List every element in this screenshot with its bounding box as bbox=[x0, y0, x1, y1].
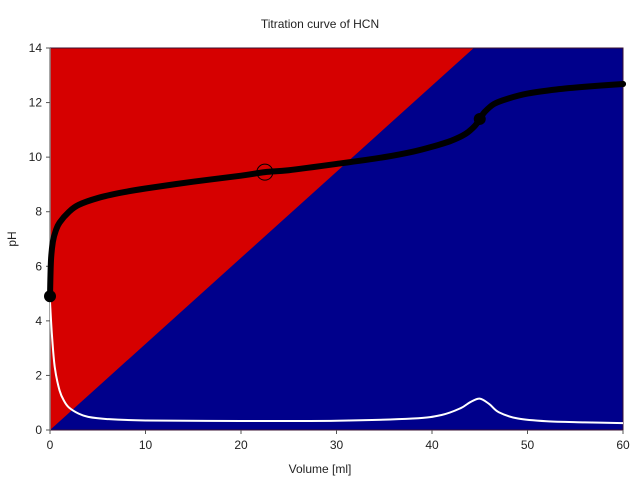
x-tick-label: 20 bbox=[234, 438, 248, 452]
x-tick-label: 50 bbox=[521, 438, 535, 452]
x-axis-label: Volume [ml] bbox=[288, 462, 352, 476]
x-tick-label: 10 bbox=[139, 438, 153, 452]
equivalence-point-marker bbox=[473, 112, 486, 125]
y-tick-label: 14 bbox=[29, 41, 43, 55]
y-tick-label: 4 bbox=[35, 314, 42, 328]
acid-region bbox=[50, 48, 474, 430]
y-tick-label: 10 bbox=[29, 150, 43, 164]
x-tick-label: 60 bbox=[616, 438, 630, 452]
series-ph bbox=[47, 81, 626, 300]
start-point-marker bbox=[44, 290, 56, 303]
chart-title: Titration curve of HCN bbox=[260, 17, 380, 31]
x-tick-label: 0 bbox=[47, 438, 54, 452]
series-derivative bbox=[50, 300, 623, 425]
x-tick-label: 30 bbox=[330, 438, 344, 452]
y-tick-label: 8 bbox=[35, 205, 42, 219]
x-tick-label: 40 bbox=[425, 438, 439, 452]
y-tick-label: 2 bbox=[35, 368, 42, 382]
y-tick-label: 6 bbox=[35, 259, 42, 273]
y-tick-label: 0 bbox=[35, 423, 42, 437]
end-point-marker bbox=[620, 81, 626, 88]
y-axis-label: pH bbox=[5, 231, 19, 247]
y-tick-label: 12 bbox=[29, 96, 43, 110]
half-equivalence-point-marker bbox=[256, 163, 274, 181]
